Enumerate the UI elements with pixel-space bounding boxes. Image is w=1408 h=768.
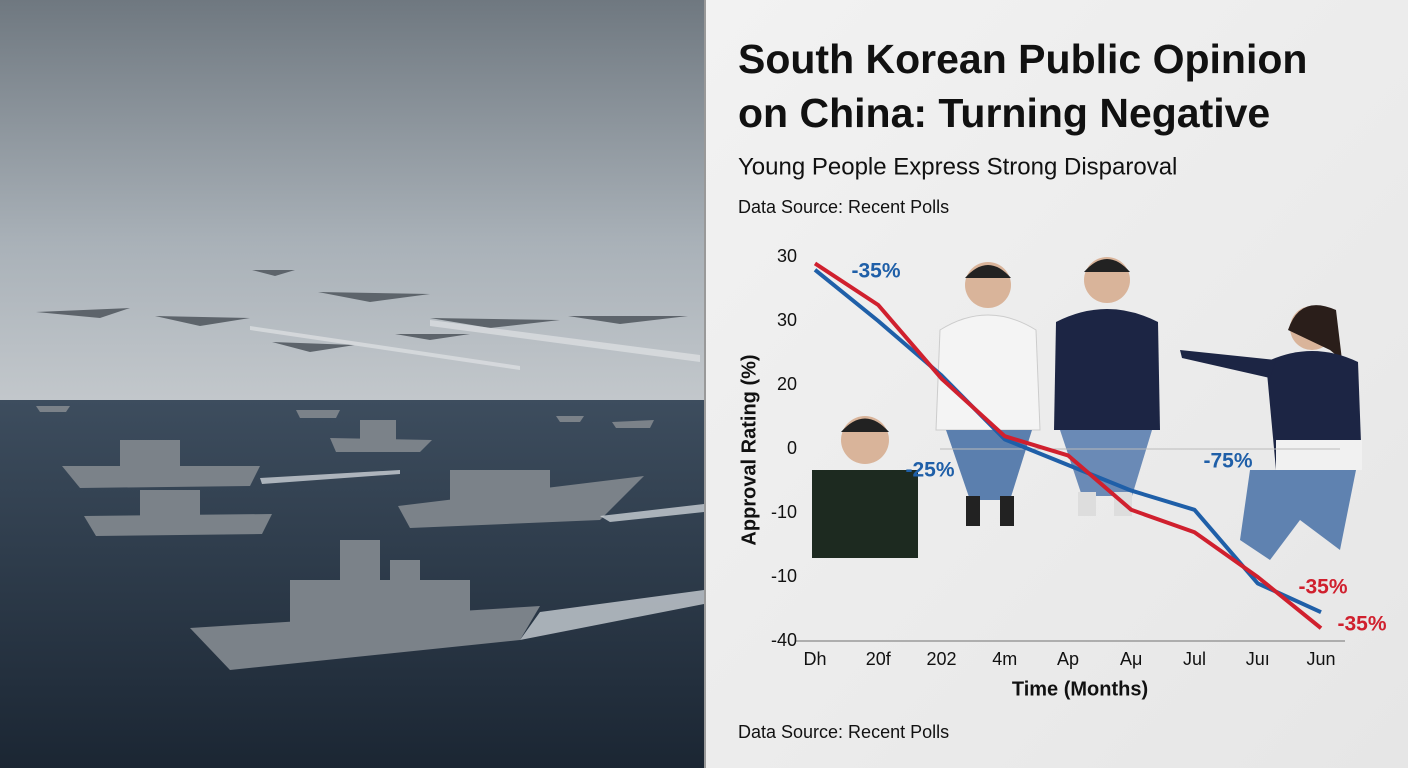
line-series: [813, 268, 1322, 615]
x-tick-label: Jul: [1183, 649, 1206, 669]
x-tick-label: 4m: [992, 649, 1017, 669]
line-series: [813, 261, 1323, 630]
x-tick-label: Aμ: [1120, 649, 1142, 669]
y-tick-label: -10: [771, 502, 797, 522]
source: Data Source: Recent Polls: [738, 197, 949, 217]
y-tick-label: 30: [777, 310, 797, 330]
photo: [0, 0, 704, 768]
y-tick-label: 20: [777, 374, 797, 394]
annotation: -75%: [1203, 450, 1252, 473]
annotation: -35%: [1337, 613, 1386, 636]
x-tick-label: Dh: [803, 649, 826, 669]
chart-subtitle: Young People Express Strong Disparoval: [738, 153, 1177, 180]
chart-title: on China: Turning Negative: [738, 90, 1270, 136]
y-tick-label: 30: [777, 246, 797, 266]
y-tick-label: 0: [787, 438, 797, 458]
x-tick-label: Juı: [1246, 649, 1270, 669]
people: [812, 257, 1362, 560]
annotation: -25%: [905, 459, 954, 482]
y-tick-label: -40: [771, 630, 797, 650]
annotation: -35%: [851, 260, 900, 283]
x-tick-label: Jun: [1306, 649, 1335, 669]
annotation: -35%: [1298, 576, 1347, 599]
x-axis-title: Time (Months): [1012, 678, 1148, 700]
y-tick-label: -10: [771, 566, 797, 586]
footer: Data Source: Recent Polls: [738, 722, 949, 742]
y-axis-title: Approval Rating (%): [738, 354, 760, 545]
x-tick-label: 20f: [866, 649, 892, 669]
x-tick-label: 202: [926, 649, 956, 669]
chart-title: South Korean Public Opinion: [738, 36, 1307, 82]
x-tick-label: Ap: [1057, 649, 1079, 669]
